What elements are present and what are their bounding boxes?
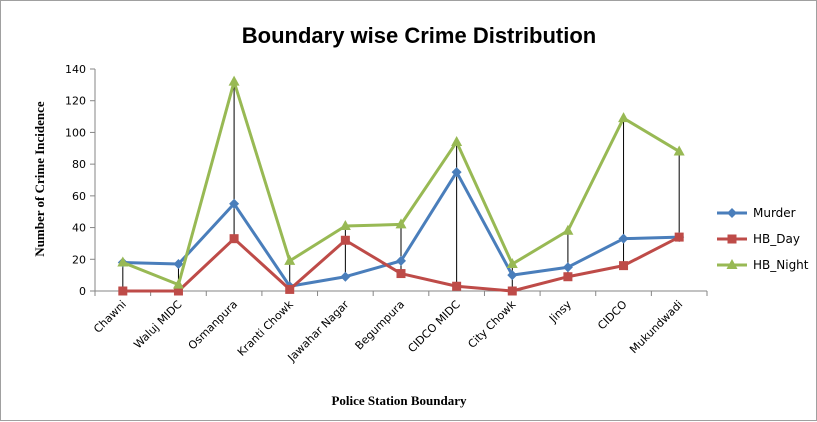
data-point-hb-day [396, 269, 406, 279]
legend: Murder HB_Day HB_Night [717, 206, 809, 272]
data-point-hb-night [284, 254, 296, 265]
data-point-hb-day [173, 286, 183, 296]
legend-swatch-marker [727, 208, 737, 218]
legend-swatch-marker [727, 234, 737, 244]
axes: 0 20 40 60 80 100 120 140 Chawni Waluj MIDC Osmanp… [65, 63, 708, 365]
data-point-hb-day [340, 235, 350, 245]
x-tick-label: Osmanpura [186, 298, 240, 352]
legend-item-hb-day: HB_Day [717, 232, 800, 246]
data-point-murder [562, 262, 573, 273]
data-point-hb-night [172, 278, 184, 289]
data-point-murder [507, 270, 518, 281]
data-point-murder [451, 167, 462, 178]
series-hb-night [117, 75, 685, 289]
data-point-murder [618, 233, 629, 244]
data-point-hb-night [506, 258, 518, 269]
data-point-hb-night [562, 224, 574, 235]
data-point-hb-night [673, 145, 685, 156]
data-point-murder [229, 198, 240, 209]
series-hb-day [118, 232, 684, 296]
x-tick-label: Begumpura [353, 298, 408, 353]
y-tick-label: 120 [65, 95, 86, 108]
y-axis-title: Number of Crime Incidence [32, 101, 47, 257]
data-point-murder [173, 259, 184, 270]
data-point-hb-night [395, 218, 407, 229]
x-tick-label: CIDCO [595, 298, 630, 333]
y-tick-label: 80 [72, 158, 86, 171]
x-tick-label: Jinsy [546, 298, 574, 326]
data-point-hb-night [451, 135, 463, 146]
y-tick-label: 0 [79, 285, 86, 298]
x-tick-label: City Chowk [465, 297, 518, 350]
data-point-hb-day [229, 234, 239, 244]
data-point-hb-night [618, 112, 630, 123]
chart-title: Boundary wise Crime Distribution [242, 23, 597, 48]
x-axis-title: Police Station Boundary [331, 393, 467, 408]
legend-label: Murder [753, 206, 796, 220]
data-point-murder [340, 271, 351, 282]
data-point-hb-day [118, 286, 128, 296]
legend-label: HB_Day [753, 232, 800, 246]
data-point-hb-night [228, 75, 240, 86]
y-tick-label: 40 [72, 222, 86, 235]
data-point-hb-day [674, 232, 684, 242]
series-murder [117, 167, 685, 292]
legend-item-murder: Murder [717, 206, 796, 220]
x-tick-label: Waluj MIDC [131, 298, 185, 352]
y-tick-label: 140 [65, 63, 86, 76]
y-tick-label: 100 [65, 126, 86, 139]
x-tick-label: Mukundwadi [627, 298, 685, 356]
data-point-murder [396, 255, 406, 266]
x-tick-label: Kranti Chowk [235, 297, 296, 358]
data-point-hb-night [117, 256, 129, 267]
y-tick-label: 20 [72, 253, 86, 266]
data-point-hb-day [619, 261, 629, 271]
x-tick-label: CIDCO MIDC [405, 298, 463, 356]
data-point-hb-night [339, 219, 351, 230]
legend-item-hb-night: HB_Night [717, 258, 809, 272]
x-tick-label: Chawni [91, 298, 129, 336]
data-point-hb-day [563, 272, 573, 282]
series-layer [117, 75, 685, 296]
legend-swatch-marker [726, 259, 738, 269]
y-tick-label: 60 [72, 190, 86, 203]
data-point-hb-day [507, 286, 517, 296]
data-point-hb-day [452, 281, 462, 291]
legend-label: HB_Night [753, 258, 809, 272]
data-point-hb-day [285, 284, 295, 294]
